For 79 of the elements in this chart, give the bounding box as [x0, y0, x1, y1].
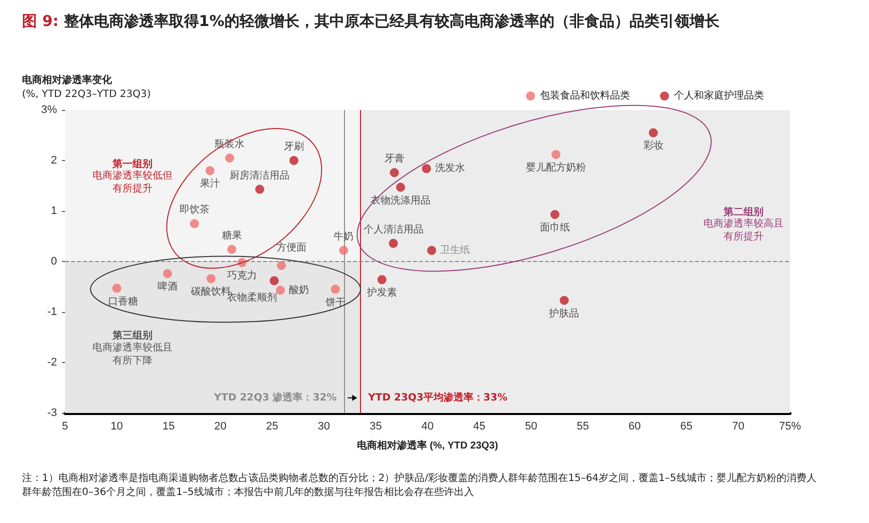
y-tick-label: -3 — [47, 407, 57, 419]
data-label: 酸奶 — [288, 284, 309, 296]
data-label: 卫生纸 — [440, 244, 470, 256]
data-label: 糖果 — [222, 229, 242, 242]
x-tick-label: 75% — [778, 420, 802, 432]
data-label: 婴儿配方奶粉 — [526, 161, 586, 174]
point — [330, 284, 340, 294]
data-label: 方便面 — [276, 242, 306, 254]
point — [396, 182, 406, 192]
data-label: 口香糖 — [108, 295, 138, 308]
point — [427, 246, 436, 255]
annotation: 电商渗透率较高且有所提升 — [703, 218, 784, 243]
data-label: 面巾纸 — [540, 222, 570, 234]
point — [112, 284, 122, 293]
annotation: 第二组别 — [722, 206, 764, 218]
point — [560, 296, 569, 305]
annotation: 电商渗透率较低且有所下降 — [92, 341, 172, 366]
data-label: 护肤品 — [548, 307, 580, 320]
data-label: 啤酒 — [158, 280, 178, 293]
x-tick-label: 30 — [318, 420, 330, 432]
x-tick-label: 40 — [421, 420, 434, 432]
x-axis-title: 电商相对渗透率 (%, YTD 23Q3) — [356, 440, 498, 452]
chart-title: 图 9: 整体电商渗透率取得1%的轻微增长，其中原本已经具有较高电商渗透率的（非食品）品类引领增长 — [22, 12, 720, 31]
point — [390, 168, 399, 178]
y-axis-title: 电商相对渗透率变化 (%, YTD 22Q3–YTD 23Q3) — [22, 74, 151, 102]
data-label: 洗发水 — [434, 162, 465, 174]
annotation: 第三组别 — [111, 330, 152, 342]
data-label: 彩妆 — [643, 140, 664, 152]
point — [648, 128, 658, 138]
x-tick-label: 65 — [680, 420, 693, 432]
y-tick-label: 1 — [50, 205, 57, 217]
ref-line-label: YTD 23Q3平均渗透率：33% — [367, 391, 508, 404]
point — [190, 219, 199, 228]
point — [225, 153, 234, 162]
point — [377, 275, 386, 284]
y-tick-label: 0 — [50, 256, 57, 268]
data-label: 即饮茶 — [179, 204, 210, 216]
x-tick-label: 25 — [266, 420, 278, 432]
point — [289, 156, 298, 165]
point — [276, 286, 285, 295]
y-tick-label: 3% — [41, 104, 58, 116]
point — [276, 261, 286, 270]
x-tick-label: 10 — [110, 420, 123, 432]
x-tick-label: 55 — [576, 420, 589, 432]
data-label: 巧克力 — [227, 270, 258, 282]
legend-label: 个人和家庭护理品类 — [674, 90, 764, 102]
point — [206, 274, 216, 284]
annotation: 第一组别 — [111, 158, 152, 170]
point — [339, 246, 348, 255]
x-tick-label: 70 — [732, 420, 744, 432]
point — [270, 276, 279, 286]
point — [206, 166, 214, 176]
x-tick-label: 5 — [62, 420, 68, 432]
point — [422, 164, 431, 174]
x-tick-label: 45 — [473, 420, 486, 432]
point — [255, 184, 264, 194]
x-tick-label: 15 — [162, 420, 175, 432]
point — [388, 238, 398, 248]
data-label: 个人清洁用品 — [363, 223, 424, 236]
point — [163, 269, 172, 278]
annotation: 电商渗透率较低但有所提升 — [92, 170, 172, 195]
point — [550, 210, 560, 220]
y-tick-label: -2 — [47, 356, 57, 368]
data-label: 护发素 — [366, 286, 397, 299]
text: 注：1）电商相对渗透率是指电商渠道购物者总数占该品类购物者总数的百分比；2）护肤品/彩妆覆盖的消费人群年龄范围在15–64岁之间，覆盖1–5线城市；婴儿配方奶粉的消费人群年龄范围在0–36个月之间，覆盖1–5线城市；本报告中前几年的数据与往年报告相比会存在些许出入 — [22, 472, 818, 500]
point — [551, 150, 560, 159]
legend-label: 包装食品和饮料品类 — [540, 90, 630, 102]
x-tick-label: 60 — [628, 420, 641, 432]
data-label: 牙膏 — [384, 152, 404, 165]
data-label: 果汁 — [200, 178, 220, 190]
data-label: 牙刷 — [284, 142, 304, 152]
x-tick-label: 35 — [370, 420, 382, 432]
point — [227, 244, 236, 254]
ref-line-label: YTD 22Q3 渗透率：32% — [213, 391, 337, 404]
y-tick-label: 2 — [50, 154, 57, 166]
x-tick-label: 20 — [214, 420, 226, 432]
data-label: 厨房清洁用品 — [230, 169, 290, 182]
y-tick-label: -1 — [47, 306, 57, 318]
x-tick-label: 50 — [524, 420, 538, 432]
